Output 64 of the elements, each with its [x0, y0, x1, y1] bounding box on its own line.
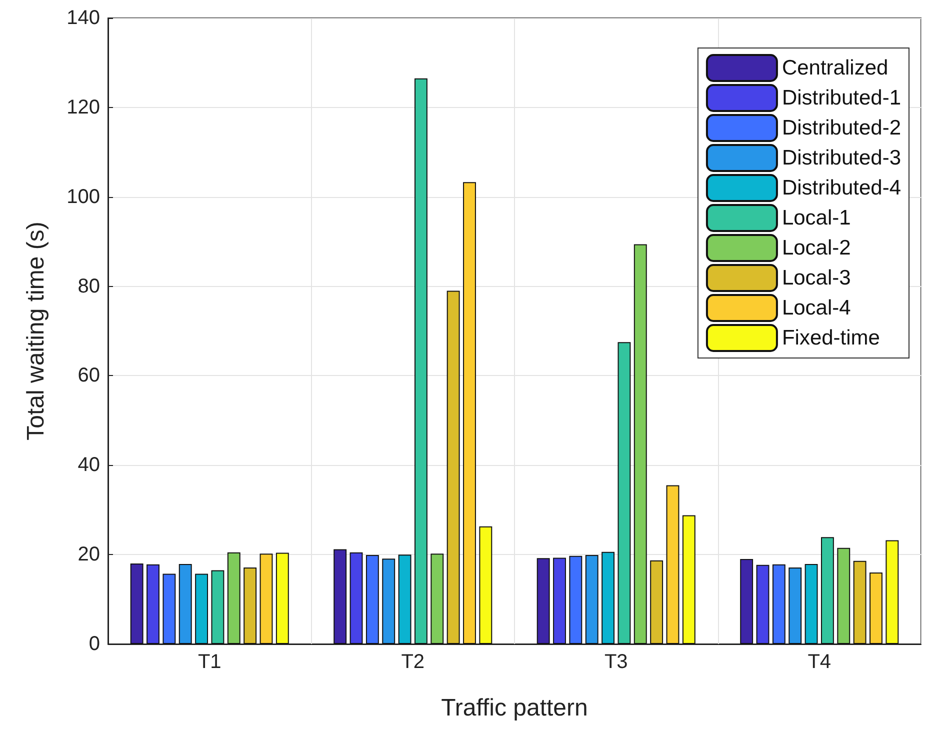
x-tick-label: T4 — [808, 651, 832, 673]
bar — [634, 244, 647, 644]
bar — [479, 526, 492, 644]
bar — [740, 559, 754, 644]
bar — [382, 558, 396, 644]
bar — [211, 570, 224, 644]
y-tick-label: 0 — [88, 633, 100, 655]
bar — [276, 552, 289, 644]
bar — [553, 558, 566, 644]
bar — [788, 568, 802, 644]
bar — [446, 290, 460, 644]
bar — [430, 554, 444, 644]
bar — [682, 515, 696, 644]
legend-label: Distributed-4 — [782, 176, 902, 200]
bar — [618, 342, 631, 644]
y-tick-label: 60 — [78, 364, 100, 387]
y-tick-label: 100 — [66, 186, 100, 208]
bar — [804, 564, 818, 644]
legend-label: Distributed-1 — [782, 86, 902, 110]
bar — [666, 485, 680, 644]
legend-label: Distributed-3 — [782, 146, 902, 170]
legend-label: Local-3 — [782, 266, 851, 290]
bar — [650, 560, 664, 644]
bar — [146, 564, 160, 644]
legend-label: Local-1 — [782, 206, 851, 230]
y-tick-label: 20 — [78, 544, 100, 566]
legend-label: Local-2 — [782, 236, 851, 260]
bar — [820, 537, 834, 644]
legend-label: Distributed-2 — [782, 116, 902, 140]
bar — [130, 564, 144, 644]
bar — [536, 558, 550, 644]
y-axis-title: Total waiting time (s) — [22, 222, 50, 440]
bar — [886, 540, 899, 644]
bar — [244, 568, 257, 644]
bar — [585, 555, 598, 644]
y-tick-label: 120 — [66, 96, 100, 118]
bar — [756, 564, 770, 644]
y-tick-label: 80 — [78, 275, 100, 298]
bar — [195, 574, 208, 644]
bar — [350, 552, 363, 644]
bar — [398, 554, 412, 644]
bar — [569, 556, 582, 644]
bar — [334, 549, 347, 644]
x-tick-label: T3 — [604, 651, 628, 673]
y-tick-label: 140 — [66, 7, 100, 29]
bar — [227, 552, 240, 644]
bar — [162, 574, 176, 644]
x-tick-label: T1 — [198, 651, 222, 673]
x-tick-label: T2 — [401, 651, 425, 673]
legend-label: Centralized — [782, 56, 888, 80]
y-tick-label: 40 — [78, 454, 100, 476]
x-axis-title: Traffic pattern — [441, 694, 588, 722]
bar — [772, 564, 786, 644]
legend-label: Local-4 — [782, 296, 852, 320]
bar — [260, 554, 273, 644]
bar — [463, 182, 476, 644]
bar — [853, 560, 866, 644]
bar — [837, 548, 850, 644]
bar — [870, 572, 882, 644]
bar — [602, 552, 615, 644]
bar — [414, 78, 428, 644]
legend-label: Fixed-time — [782, 326, 880, 350]
bar — [366, 555, 379, 644]
bar — [178, 564, 192, 644]
